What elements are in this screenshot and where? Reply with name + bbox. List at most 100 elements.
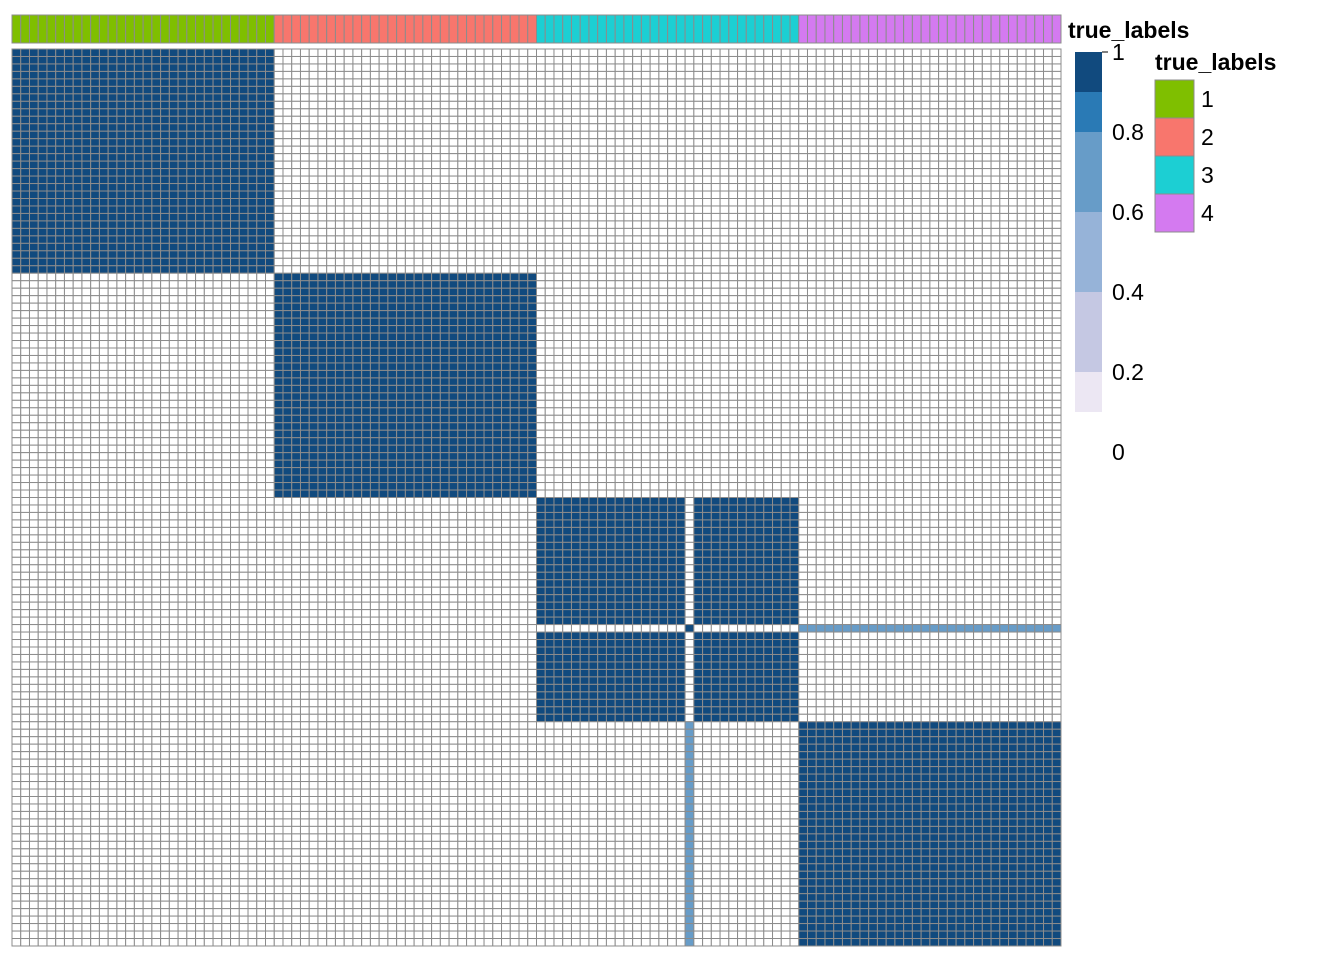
heatmap-cell	[238, 257, 249, 267]
heatmap-cell	[1034, 138, 1045, 147]
heatmap-cell	[693, 205, 704, 214]
heatmap-cell	[579, 310, 590, 319]
heatmap-cell	[299, 257, 310, 267]
heatmap-cell	[221, 347, 232, 356]
heatmap-cell	[422, 265, 433, 274]
heatmap-cell	[448, 295, 459, 304]
heatmap-cell	[964, 340, 975, 349]
heatmap-cell	[999, 160, 1010, 170]
heatmap-cell	[90, 340, 100, 349]
heatmap-cell	[824, 145, 835, 155]
heatmap-cell	[247, 63, 258, 72]
heatmap-cell	[142, 235, 153, 244]
heatmap-cell	[238, 123, 249, 132]
heatmap-cell	[614, 287, 625, 297]
heatmap-cell	[483, 85, 494, 95]
heatmap-cell	[841, 145, 852, 155]
heatmap-cell	[81, 272, 92, 282]
heatmap-cell	[675, 145, 686, 155]
heatmap-cell	[396, 340, 406, 349]
annotation-cell-3	[684, 14, 695, 44]
heatmap-cell	[1008, 70, 1018, 80]
heatmap-cell	[955, 183, 966, 192]
heatmap-cell	[334, 198, 345, 207]
heatmap-cell	[466, 280, 476, 289]
heatmap-cell	[509, 325, 520, 334]
heatmap-cell	[929, 302, 940, 312]
heatmap-cell	[640, 250, 651, 259]
heatmap-cell	[387, 212, 398, 222]
heatmap-cell	[20, 280, 30, 289]
heatmap-cell	[1016, 145, 1027, 155]
heatmap-cell	[614, 153, 625, 162]
heatmap-cell	[999, 250, 1010, 259]
heatmap-cell	[492, 242, 503, 252]
heatmap-cell	[221, 48, 232, 57]
heatmap-cell	[658, 48, 669, 57]
heatmap-cell	[317, 70, 328, 80]
heatmap-cell	[457, 63, 468, 72]
heatmap-cell	[955, 115, 966, 125]
heatmap-cell	[588, 265, 599, 274]
heatmap-cell	[28, 317, 39, 327]
heatmap-cell	[238, 272, 249, 282]
heatmap-cell	[728, 70, 739, 80]
heatmap-cell	[579, 257, 590, 267]
heatmap-cell	[518, 130, 529, 140]
heatmap-cell	[378, 55, 389, 65]
heatmap-cell	[466, 130, 476, 140]
heatmap-cell	[116, 93, 127, 102]
heatmap-cell	[308, 115, 319, 125]
heatmap-cell	[90, 115, 100, 125]
heatmap-cell	[579, 153, 590, 162]
heatmap-cell	[317, 265, 328, 274]
heatmap-cell	[597, 145, 607, 155]
heatmap-cell	[160, 153, 170, 162]
heatmap-cell	[754, 205, 765, 214]
heatmap-cell	[570, 265, 581, 274]
heatmap-cell	[850, 108, 861, 117]
heatmap-cell	[247, 190, 258, 199]
heatmap-cell	[265, 347, 275, 356]
heatmap-cell	[868, 138, 878, 147]
heatmap-cell	[859, 272, 870, 282]
heatmap-cell	[81, 183, 92, 192]
heatmap-cell	[20, 295, 30, 304]
heatmap-cell	[361, 145, 371, 155]
heatmap-cell	[413, 153, 424, 162]
heatmap-cell	[361, 63, 371, 72]
heatmap-cell	[81, 168, 92, 177]
heatmap-cell	[352, 70, 363, 80]
heatmap-cell	[474, 153, 485, 162]
heatmap-cell	[754, 257, 765, 267]
heatmap-cell	[806, 100, 817, 110]
heatmap-cell	[1034, 55, 1045, 65]
heatmap-cell	[929, 168, 940, 177]
heatmap-cell	[509, 175, 520, 185]
heatmap-cell	[570, 272, 581, 282]
heatmap-cell	[876, 70, 887, 80]
heatmap-cell	[614, 220, 625, 229]
heatmap-cell	[903, 205, 913, 214]
heatmap-cell	[46, 280, 57, 289]
heatmap-cell	[938, 153, 948, 162]
heatmap-cell	[221, 78, 232, 87]
heatmap-cell	[640, 93, 651, 102]
heatmap-cell	[291, 332, 301, 342]
heatmap-cell	[876, 78, 887, 87]
heatmap-cell	[378, 272, 389, 282]
heatmap-cell	[693, 220, 704, 229]
heatmap-cell	[55, 302, 65, 312]
heatmap-cell	[212, 55, 223, 65]
heatmap-cell	[265, 205, 275, 214]
heatmap-cell	[422, 287, 433, 297]
heatmap-cell	[1043, 138, 1053, 147]
heatmap-cell	[46, 78, 57, 87]
heatmap-cell	[72, 347, 83, 356]
heatmap-cell	[929, 325, 940, 334]
heatmap-cell	[133, 63, 144, 72]
heatmap-cell	[299, 265, 310, 274]
heatmap-cell	[728, 85, 739, 95]
heatmap-cell	[72, 227, 83, 237]
heatmap-cell	[116, 48, 127, 57]
